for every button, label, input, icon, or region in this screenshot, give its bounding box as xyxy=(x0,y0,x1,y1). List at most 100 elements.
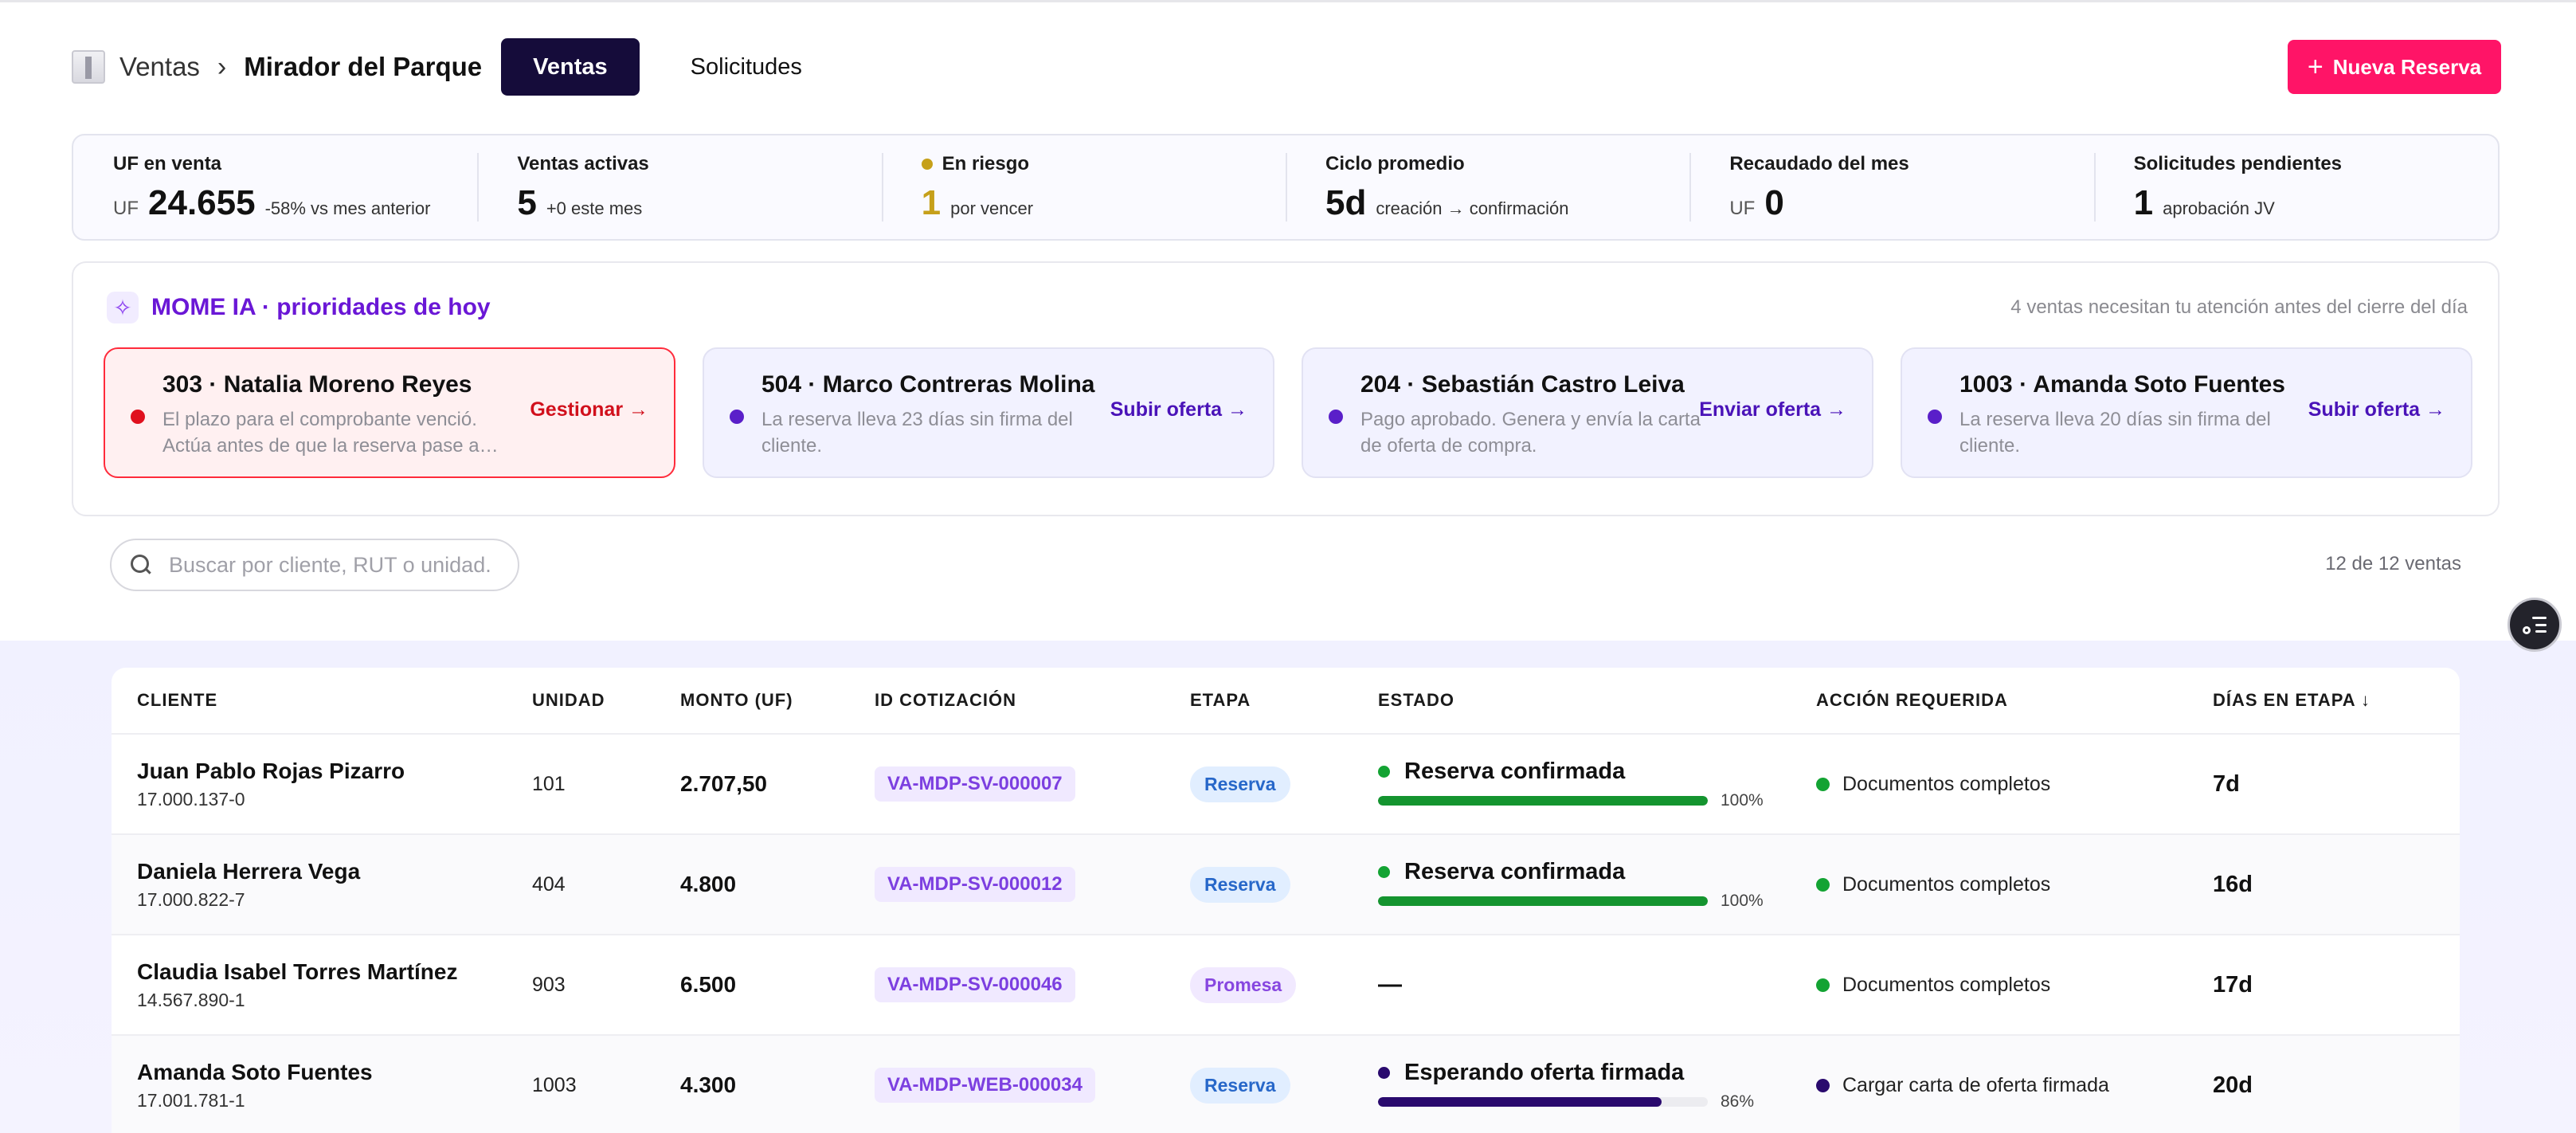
stage-badge: Reserva xyxy=(1190,866,1290,903)
table-row[interactable]: Juan Pablo Rojas Pizarro 17.000.137-0 10… xyxy=(112,735,2460,835)
new-reservation-button[interactable]: + Nueva Reserva xyxy=(2288,40,2501,94)
action-dot-icon xyxy=(1816,1078,1830,1092)
amount-cell: 4.300 xyxy=(680,1072,737,1097)
breadcrumb-root[interactable]: Ventas xyxy=(119,52,200,81)
progress-fill xyxy=(1378,896,1708,906)
priority-card[interactable]: 303 · Natalia Moreno Reyes El plazo para… xyxy=(104,347,675,478)
kpi-value: 5d xyxy=(1325,183,1367,222)
progress-bar xyxy=(1378,795,1708,806)
priority-card-action[interactable]: Subir oferta → xyxy=(2308,398,2445,421)
quote-id-badge[interactable]: VA-MDP-SV-000012 xyxy=(875,867,1075,902)
action-dot-icon xyxy=(1816,877,1830,892)
column-header-dias-sort[interactable]: DÍAS EN ETAPA ↓ xyxy=(2213,690,2370,710)
tab-ventas[interactable]: Ventas xyxy=(501,38,640,96)
progress-fill xyxy=(1378,795,1708,806)
quote-id-badge[interactable]: VA-MDP-SV-000046 xyxy=(875,967,1075,1002)
client-rut: 17.000.822-7 xyxy=(137,888,245,910)
kpi-en-riesgo[interactable]: En riesgo 1 por vencer xyxy=(881,135,1286,239)
search-input[interactable] xyxy=(169,552,503,578)
stage-badge: Promesa xyxy=(1190,966,1297,1003)
priority-card[interactable]: 504 · Marco Contreras Molina La reserva … xyxy=(703,347,1274,478)
days-cell: 7d xyxy=(2213,770,2240,797)
days-cell: 20d xyxy=(2213,1072,2253,1098)
unit-cell: 903 xyxy=(532,973,566,996)
priority-card-desc: Pago aprobado. Genera y envía la carta d… xyxy=(1360,409,1701,457)
risk-dot-icon xyxy=(921,159,933,170)
column-header-cliente[interactable]: CLIENTE xyxy=(137,690,218,710)
priority-card-title: 1003 · Amanda Soto Fuentes xyxy=(1959,371,2285,398)
action-label: Documentos completos xyxy=(1842,973,2051,996)
client-rut: 14.567.890-1 xyxy=(137,989,245,1010)
kpi-value: 5 xyxy=(517,183,537,222)
status-dot-icon xyxy=(730,410,744,424)
priority-card-desc: La reserva lleva 23 días sin firma del c… xyxy=(761,409,1073,457)
priority-card-action[interactable]: Subir oferta → xyxy=(1110,398,1247,421)
priority-card-title: 504 · Marco Contreras Molina xyxy=(761,371,1095,398)
client-name: Amanda Soto Fuentes xyxy=(137,1059,373,1084)
kpi-solicitudes-pendientes[interactable]: Solicitudes pendientes 1 aprobación JV xyxy=(2093,135,2498,239)
action-label: Documentos completos xyxy=(1842,772,2051,795)
amount-cell: 4.800 xyxy=(680,872,737,896)
action-label: Cargar carta de oferta firmada xyxy=(1842,1073,2109,1096)
kpi-ciclo-promedio: Ciclo promedio 5d creación → confirmació… xyxy=(1285,135,1689,239)
priority-card-title: 303 · Natalia Moreno Reyes xyxy=(162,371,472,398)
progress-fill xyxy=(1378,1096,1662,1107)
sparkles-icon: ✧ xyxy=(107,292,139,323)
status-dot-icon xyxy=(1928,410,1942,424)
kpi-value: 0 xyxy=(1764,183,1784,222)
state-empty: — xyxy=(1378,971,1402,998)
kpi-sub: -58% vs mes anterior xyxy=(264,198,431,218)
amount-cell: 2.707,50 xyxy=(680,771,767,796)
priority-card[interactable]: 1003 · Amanda Soto Fuentes La reserva ll… xyxy=(1901,347,2472,478)
quote-id-badge[interactable]: VA-MDP-SV-000007 xyxy=(875,766,1075,802)
top-divider xyxy=(0,0,2576,2)
progress-percent: 100% xyxy=(1721,891,1764,910)
kpi-sub: creación → confirmación xyxy=(1376,198,1569,218)
kpi-label: Ventas activas xyxy=(517,153,649,174)
priority-card-title: 204 · Sebastián Castro Leiva xyxy=(1360,371,1685,398)
status-dot-icon xyxy=(1329,410,1343,424)
state-label: Reserva confirmada xyxy=(1404,858,1626,884)
priority-card[interactable]: 204 · Sebastián Castro Leiva Pago aproba… xyxy=(1302,347,1873,478)
kpi-value: 1 xyxy=(2133,183,2154,222)
progress-percent: 100% xyxy=(1721,790,1764,810)
breadcrumb-current: Mirador del Parque xyxy=(244,52,483,81)
table-row[interactable]: Claudia Isabel Torres Martínez 14.567.89… xyxy=(112,935,2460,1036)
tab-solicitudes[interactable]: Solicitudes xyxy=(690,53,802,80)
ai-panel-note: 4 ventas necesitan tu atención antes del… xyxy=(2010,296,2468,318)
column-header-estado[interactable]: ESTADO xyxy=(1378,690,1455,710)
priority-card-action[interactable]: Enviar oferta → xyxy=(1699,398,1846,421)
action-dot-icon xyxy=(1816,777,1830,791)
app-header: Ventas › Mirador del Parque Ventas Solic… xyxy=(72,37,2501,97)
column-header-id-cotizacion[interactable]: ID COTIZACIÓN xyxy=(875,690,1016,710)
project-logo-icon xyxy=(72,50,105,84)
kpi-label: UF en venta xyxy=(113,153,222,174)
kpi-label: Recaudado del mes xyxy=(1729,153,1909,174)
unit-cell: 1003 xyxy=(532,1073,577,1096)
client-rut: 17.000.137-0 xyxy=(137,788,245,810)
column-header-monto[interactable]: MONTO (UF) xyxy=(680,690,793,710)
unit-cell: 101 xyxy=(532,772,566,795)
state-dot-icon xyxy=(1378,1066,1390,1079)
action-dot-icon xyxy=(1816,978,1830,992)
kpi-label: Solicitudes pendientes xyxy=(2133,153,2343,174)
kpi-label: Ciclo promedio xyxy=(1325,153,1465,174)
column-header-unidad[interactable]: UNIDAD xyxy=(532,690,605,710)
table-row[interactable]: Amanda Soto Fuentes 17.001.781-1 1003 4.… xyxy=(112,1036,2460,1133)
priority-card-action[interactable]: Gestionar → xyxy=(530,398,648,421)
results-count: 12 de 12 ventas xyxy=(2325,553,2461,574)
kpi-uf-en-venta: UF en venta UF 24.655 -58% vs mes anteri… xyxy=(73,135,477,239)
kpi-value: 24.655 xyxy=(148,183,256,222)
new-reservation-label: Nueva Reserva xyxy=(2332,54,2482,79)
kpi-prefix: UF xyxy=(113,198,139,219)
state-label: Reserva confirmada xyxy=(1404,758,1626,784)
column-header-accion[interactable]: ACCIÓN REQUERIDA xyxy=(1816,690,2008,710)
kpi-label: En riesgo xyxy=(942,153,1030,174)
quote-id-badge[interactable]: VA-MDP-WEB-000034 xyxy=(875,1068,1095,1103)
table-row[interactable]: Daniela Herrera Vega 17.000.822-7 404 4.… xyxy=(112,835,2460,935)
column-header-etapa[interactable]: ETAPA xyxy=(1190,690,1251,710)
search-box[interactable] xyxy=(110,539,519,591)
stage-badge: Reserva xyxy=(1190,1067,1290,1104)
filter-list-button[interactable] xyxy=(2507,598,2562,652)
priority-card-desc: El plazo para el comprobante venció. Act… xyxy=(162,409,499,457)
